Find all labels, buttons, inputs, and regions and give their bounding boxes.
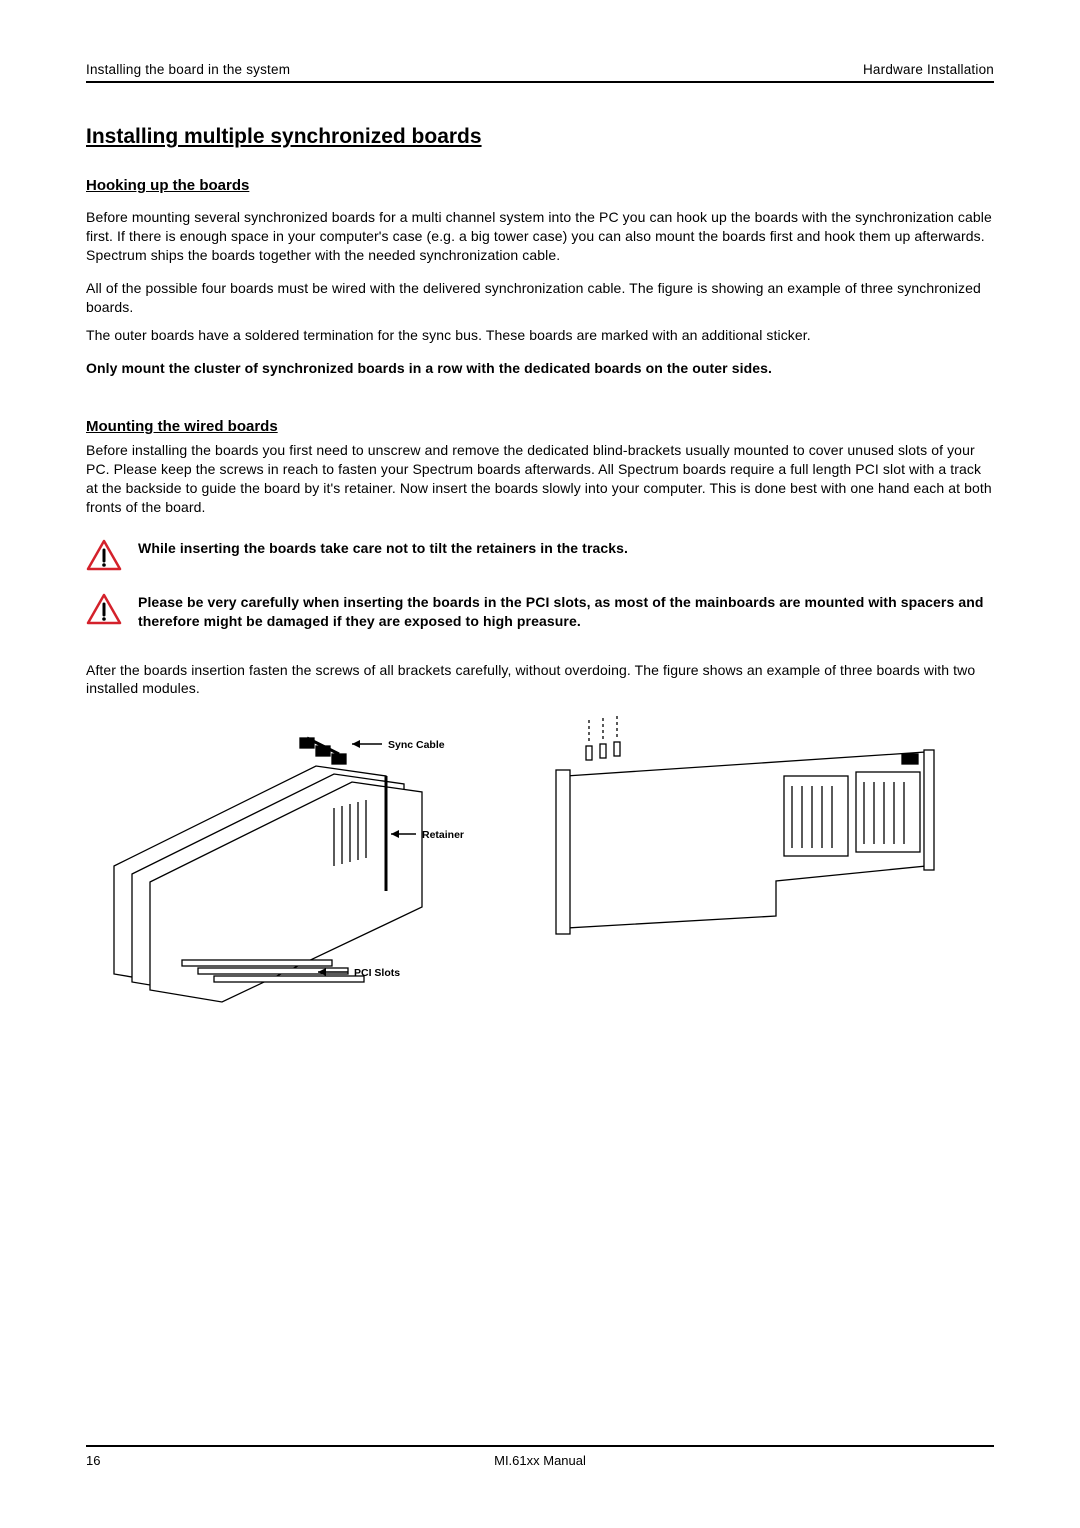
warning-1: While inserting the boards take care not… <box>86 539 994 571</box>
section1-heading: Hooking up the boards <box>86 177 994 194</box>
page-footer: 16 MI.61xx Manual <box>86 1445 994 1468</box>
figure-2 <box>546 716 946 1011</box>
section2-p2: After the boards insertion fasten the sc… <box>86 661 994 699</box>
warning-triangle-icon <box>86 593 122 625</box>
page-content: Installing the board in the system Hardw… <box>86 62 994 1011</box>
warning-1-text: While inserting the boards take care not… <box>138 539 628 558</box>
warning-2: Please be very carefully when inserting … <box>86 593 994 631</box>
warning-triangle-icon <box>86 539 122 571</box>
section1-p1: Before mounting several synchronized boa… <box>86 208 994 265</box>
running-head: Installing the board in the system Hardw… <box>86 62 994 77</box>
page-title: Installing multiple synchronized boards <box>86 125 994 149</box>
section2-heading: Mounting the wired boards <box>86 418 994 435</box>
figure1-label-pci: PCI Slots <box>354 967 400 979</box>
section1-p4-bold: Only mount the cluster of synchronized b… <box>86 359 994 378</box>
footer-center: MI.61xx Manual <box>86 1453 994 1468</box>
runhead-right: Hardware Installation <box>863 62 994 77</box>
figure-1: Sync Cable Retainer PCI Slots <box>86 716 486 1011</box>
section1-p3: The outer boards have a soldered termina… <box>86 326 994 345</box>
warning-2-text: Please be very carefully when inserting … <box>138 593 994 631</box>
figures-row: Sync Cable Retainer PCI Slots <box>86 716 994 1011</box>
footer-rule <box>86 1445 994 1447</box>
section1-p2: All of the possible four boards must be … <box>86 279 994 317</box>
section2-p1: Before installing the boards you first n… <box>86 441 994 517</box>
figure1-label-sync: Sync Cable <box>388 739 445 751</box>
figure1-label-retainer: Retainer <box>422 829 464 841</box>
runhead-left: Installing the board in the system <box>86 62 290 77</box>
runhead-rule <box>86 81 994 83</box>
